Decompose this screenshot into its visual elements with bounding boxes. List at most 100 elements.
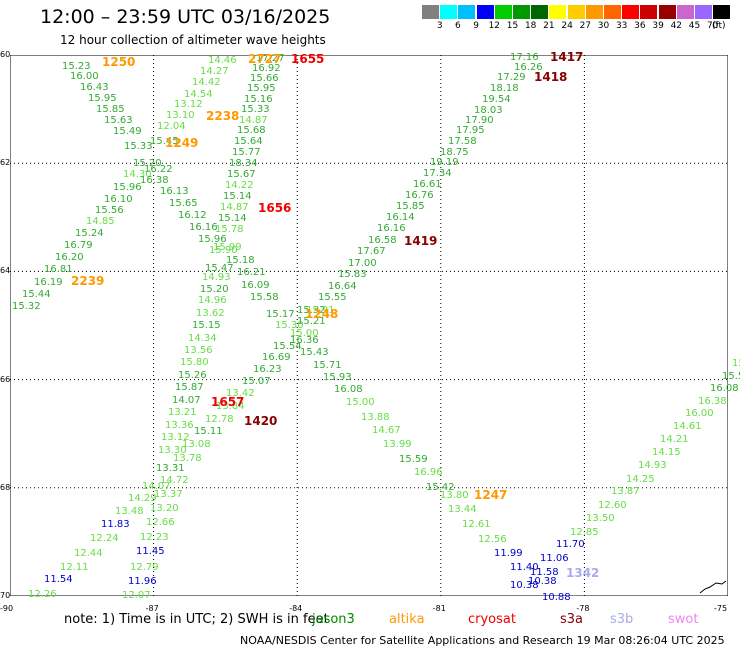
wave-height-value: 14.15 xyxy=(652,447,681,458)
wave-height-value: 15.87 xyxy=(175,382,204,393)
wave-height-value: 15.95 xyxy=(247,83,276,94)
wave-height-value: 16.00 xyxy=(685,408,714,419)
wave-height-value: 11.83 xyxy=(101,519,130,530)
wave-height-value: 15.42 xyxy=(426,482,455,493)
wave-height-value: 17.29 xyxy=(497,72,526,83)
colorbar-label: 42 xyxy=(670,21,683,31)
wave-height-value: 14.42 xyxy=(192,77,221,88)
wave-height-value: 11.99 xyxy=(494,548,523,559)
wave-height-value: 16.92 xyxy=(252,63,281,74)
wave-height-value: 15.30 xyxy=(275,320,304,331)
wave-height-value: 15.20 xyxy=(133,158,162,169)
colorbar-label: 18 xyxy=(524,21,537,31)
latitude-tick: 60 xyxy=(0,50,11,59)
wave-height-value: 15.65 xyxy=(169,198,198,209)
wave-height-value: 14.67 xyxy=(372,425,401,436)
wave-height-value: 15.14 xyxy=(218,213,247,224)
wave-height-value: 12.11 xyxy=(60,562,89,573)
wave-height-value: 10.38 xyxy=(510,580,539,591)
colorbar-swatch xyxy=(476,5,494,19)
longitude-tick: -81 xyxy=(432,604,446,613)
colorbar-label: 70 xyxy=(706,21,719,31)
wave-height-value: 15.64 xyxy=(234,136,263,147)
wave-height-value: 11.40 xyxy=(510,562,539,573)
wave-height-value: 16.76 xyxy=(405,190,434,201)
wave-height-value: 12.23 xyxy=(140,532,169,543)
longitude-tick: -75 xyxy=(714,604,728,613)
wave-height-value: 13.88 xyxy=(361,412,390,423)
wave-height-value: 17.16 xyxy=(510,52,539,63)
map-plot-area xyxy=(10,55,728,596)
wave-height-value: 13.30 xyxy=(158,445,187,456)
colorbar-swatch xyxy=(658,5,676,19)
wave-height-value: 17.34 xyxy=(423,168,452,179)
wave-height-value: 17.67 xyxy=(357,246,386,257)
wave-height-value: 15.95 xyxy=(88,93,117,104)
wave-height-value: 14.07 xyxy=(172,395,201,406)
wave-height-value: 14.93 xyxy=(638,460,667,471)
wave-height-value: 13.78 xyxy=(173,453,202,464)
wave-height-value: 15.21 xyxy=(297,316,326,327)
wave-height-value: 13.99 xyxy=(383,439,412,450)
colorbar-label: 15 xyxy=(506,21,519,31)
wave-height-value: 15.54 xyxy=(273,341,302,352)
wave-height-value: 16.16 xyxy=(189,222,218,233)
colorbar-label: 27 xyxy=(579,21,592,31)
wave-height-value: 16.09 xyxy=(241,280,270,291)
wave-height-value: 15.96 xyxy=(198,234,227,245)
wave-height-value: 16.23 xyxy=(253,364,282,375)
wave-height-value: 15.59 xyxy=(399,454,428,465)
wave-height-value: 12.56 xyxy=(478,534,507,545)
wave-height-value: 15.96 xyxy=(113,182,142,193)
colorbar-label: 24 xyxy=(561,21,573,31)
wave-height-value: 15.93 xyxy=(323,372,352,383)
wave-height-value: 16.20 xyxy=(55,252,84,263)
wave-height-value: 15.33 xyxy=(124,141,153,152)
wave-height-value: 16.08 xyxy=(710,383,739,394)
wave-height-value: 13.80 xyxy=(440,490,469,501)
pass-time: 1417 xyxy=(550,50,584,64)
wave-height-value: 15.85 xyxy=(96,104,125,115)
latitude-tick: 70 xyxy=(0,591,11,600)
wave-height-value: 16.08 xyxy=(334,384,363,395)
longitude-tick: -84 xyxy=(289,604,303,613)
wave-height-value: 15.91 xyxy=(306,305,335,316)
wave-height-value: 14.46 xyxy=(208,55,237,66)
wave-height-value: 11.45 xyxy=(136,546,165,557)
wave-height-value: 15.67 xyxy=(227,169,256,180)
colorbar-swatch xyxy=(440,5,458,19)
wave-height-value: 13.20 xyxy=(150,503,179,514)
wave-height-value: 15.77 xyxy=(232,147,261,158)
wave-height-value: 15.83 xyxy=(338,269,367,280)
colorbar-label: 45 xyxy=(688,21,701,31)
wave-height-value: 17.27 xyxy=(256,53,285,64)
wave-height-value: 15.18 xyxy=(226,255,255,266)
colorbar-label: 6 xyxy=(455,21,461,31)
legend-item-s3b: s3b xyxy=(610,612,634,627)
wave-height-value: 15.07 xyxy=(242,376,271,387)
wave-height-value: 15.5 xyxy=(722,371,740,382)
colorbar-label: 9 xyxy=(473,21,479,31)
wave-height-value: 13.08 xyxy=(182,439,211,450)
wave-height-value: 14.25 xyxy=(626,474,655,485)
wave-height-value: 16.79 xyxy=(64,240,93,251)
colorbar-swatch xyxy=(640,5,658,19)
legend-item-altika: altika xyxy=(389,612,425,627)
pass-time: 2239 xyxy=(71,274,105,288)
wave-height-value: 13.87 xyxy=(611,486,640,497)
wave-height-value: 13.12 xyxy=(174,99,203,110)
wave-height-value: 14.54 xyxy=(184,89,213,100)
wave-height-value: 13.62 xyxy=(196,308,225,319)
wave-height-value: 13.50 xyxy=(586,513,615,524)
wave-height-value: 12.26 xyxy=(28,589,57,600)
wave-height-value: 12.66 xyxy=(146,517,175,528)
wave-height-value: 16.38 xyxy=(698,396,727,407)
wave-height-value: 18.03 xyxy=(474,105,503,116)
wave-height-value: 18.75 xyxy=(440,147,469,158)
wave-height-value: 16.14 xyxy=(386,212,415,223)
wave-height-value: 14.87 xyxy=(220,202,249,213)
wave-height-value: 10.38 xyxy=(528,576,557,587)
wave-height-value: 15.58 xyxy=(250,292,279,303)
wave-height-value: 15.45 xyxy=(150,136,179,147)
chart-subtitle: 12 hour collection of altimeter wave hei… xyxy=(60,33,326,47)
